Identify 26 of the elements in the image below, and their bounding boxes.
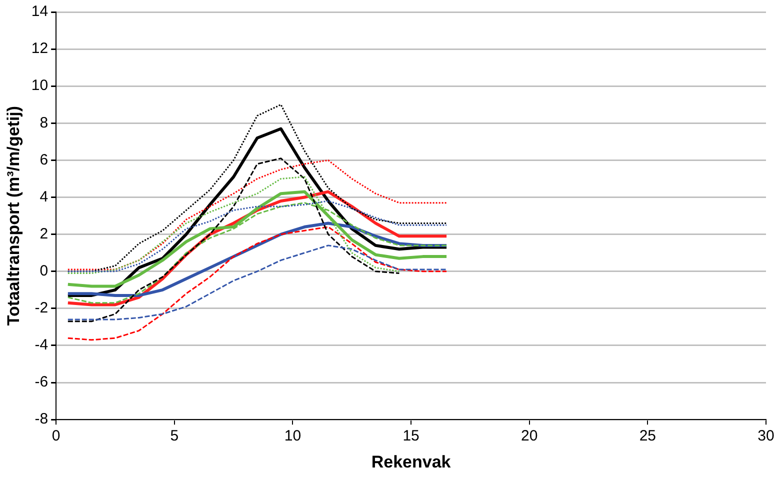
- line-series: [67, 226, 448, 341]
- y-tick-label: -4: [34, 336, 48, 354]
- y-tick-label: -8: [34, 410, 48, 428]
- x-tick-label: 30: [758, 428, 774, 445]
- y-tick-label: 12: [31, 40, 48, 58]
- x-axis-title: Rekenvak: [371, 452, 452, 472]
- y-tick-label: -2: [34, 300, 48, 317]
- x-tick-label: 15: [402, 428, 420, 445]
- y-tick-label: 6: [40, 151, 48, 168]
- x-tick-label: 25: [639, 428, 656, 445]
- y-tick-label: 2: [40, 225, 48, 242]
- x-tick-label: 10: [284, 428, 302, 445]
- x-tick-label: 5: [170, 428, 179, 445]
- line-series: [67, 200, 448, 272]
- y-tick-label: 10: [31, 77, 48, 94]
- line-series: [67, 159, 448, 270]
- y-tick-label: 0: [40, 262, 48, 280]
- y-axis-title: Totaaltransport (m³/m/getij): [4, 106, 23, 326]
- line-series: [67, 244, 448, 320]
- y-tick-label: 14: [31, 3, 48, 20]
- y-tick-label: 8: [40, 114, 48, 132]
- y-tick-label: -6: [34, 374, 48, 391]
- x-tick-label: 20: [521, 428, 538, 445]
- x-tick-label: 0: [52, 428, 60, 445]
- line-series: [67, 158, 400, 322]
- y-tick-label: 4: [40, 188, 48, 206]
